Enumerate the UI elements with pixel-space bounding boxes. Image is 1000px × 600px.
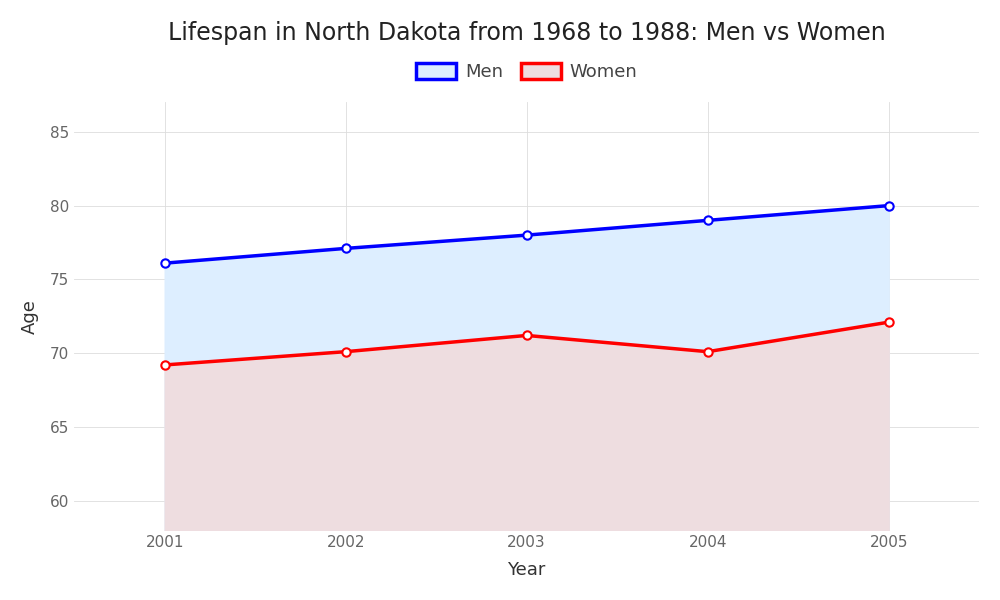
Y-axis label: Age: Age bbox=[21, 299, 39, 334]
Legend: Men, Women: Men, Women bbox=[409, 56, 645, 88]
X-axis label: Year: Year bbox=[507, 561, 546, 579]
Title: Lifespan in North Dakota from 1968 to 1988: Men vs Women: Lifespan in North Dakota from 1968 to 19… bbox=[168, 21, 886, 45]
